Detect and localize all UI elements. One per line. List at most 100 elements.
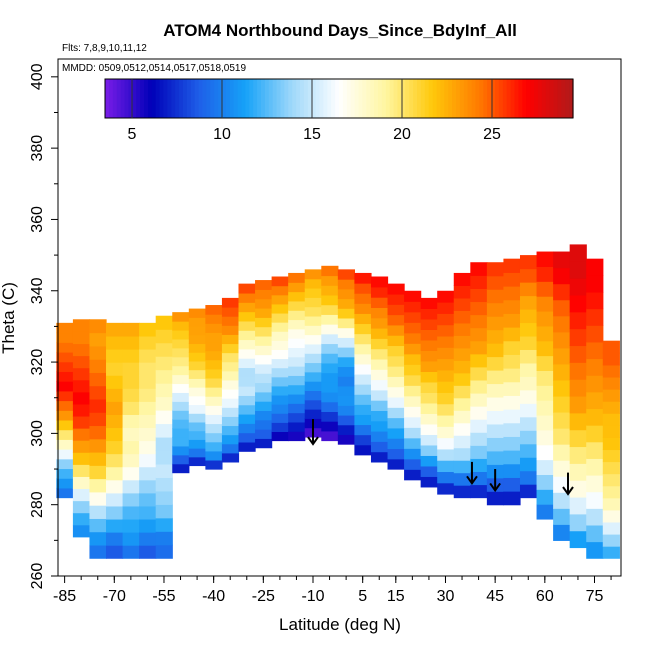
- field-cell: [486, 450, 505, 465]
- y-tick-label: 260: [29, 563, 46, 590]
- colorbar-segment: [475, 79, 480, 118]
- field-cell: [553, 508, 571, 525]
- field-cell: [453, 322, 471, 336]
- field-cell: [139, 427, 157, 442]
- field-cell: [205, 341, 223, 352]
- field-cell: [172, 445, 190, 456]
- field-cell: [321, 382, 339, 393]
- field-cell: [602, 352, 620, 366]
- colorbar-segment: [292, 79, 297, 118]
- field-cell: [420, 381, 438, 393]
- field-cell: [519, 403, 538, 418]
- field-cell: [172, 329, 190, 340]
- field-cell: [56, 371, 74, 382]
- field-cell: [321, 304, 339, 315]
- field-cell: [404, 322, 422, 334]
- field-cell: [89, 544, 107, 559]
- field-cell: [188, 308, 206, 318]
- field-cell: [122, 401, 140, 415]
- colorbar-segment: [116, 79, 122, 118]
- field-cell: [453, 310, 471, 324]
- field-cell: [387, 366, 405, 377]
- field-cell: [569, 496, 587, 515]
- field-cell: [188, 317, 206, 327]
- colorbar-segment: [335, 79, 340, 118]
- y-axis-label: Theta (C): [0, 282, 18, 354]
- field-cell: [354, 384, 372, 395]
- field-cell: [503, 450, 521, 465]
- field-cell: [106, 362, 124, 376]
- field-cell: [255, 307, 273, 318]
- field-cell: [238, 283, 256, 294]
- colorbar-segment: [202, 79, 207, 118]
- field-cell: [271, 431, 289, 442]
- field-cell: [370, 410, 389, 422]
- field-cell: [569, 395, 587, 414]
- field-cell: [486, 437, 505, 452]
- field-cell: [122, 532, 140, 546]
- field-cell: [238, 413, 256, 424]
- field-cell: [586, 458, 604, 476]
- field-cell: [602, 534, 620, 547]
- field-cell: [420, 360, 438, 372]
- field-cell: [155, 356, 173, 371]
- field-cell: [437, 381, 455, 393]
- field-cell: [321, 430, 339, 442]
- field-cell: [72, 319, 91, 332]
- field-cell: [89, 425, 107, 440]
- x-tick-label: -10: [301, 588, 324, 605]
- field-cell: [321, 401, 339, 412]
- field-cell: [586, 308, 604, 326]
- field-cell: [354, 363, 372, 375]
- plot-frame: [57, 58, 622, 577]
- field-cell: [337, 434, 355, 445]
- colorbar-segment: [498, 79, 504, 118]
- field-cell: [106, 322, 124, 337]
- field-cell: [271, 376, 289, 387]
- field-cell: [188, 439, 206, 449]
- field-cell: [404, 385, 422, 397]
- x-tick-label: -40: [202, 588, 225, 605]
- x-axis-label: Latitude (deg N): [279, 615, 401, 634]
- field-cell: [238, 311, 256, 322]
- field-cell: [569, 261, 587, 279]
- field-cell: [536, 474, 554, 490]
- colorbar-segment: [487, 79, 492, 118]
- field-cell: [486, 410, 505, 425]
- field-cell: [221, 334, 240, 345]
- y-tick-label: 360: [29, 206, 46, 233]
- field-cell: [205, 368, 223, 379]
- colorbar-segment: [331, 79, 336, 118]
- colorbar-segment: [253, 79, 258, 118]
- colorbar-segment: [366, 79, 371, 118]
- field-cell: [519, 457, 538, 472]
- y-tick-label: 300: [29, 420, 46, 447]
- field-cell: [139, 440, 157, 455]
- field-cell: [437, 369, 455, 382]
- colorbar-segment: [128, 79, 133, 118]
- field-cell: [106, 518, 124, 533]
- field-cell: [271, 358, 289, 369]
- field-cell: [453, 472, 471, 486]
- colorbar-segment: [459, 79, 465, 118]
- field-cell: [321, 343, 339, 354]
- field-cell: [536, 504, 554, 520]
- field-cell: [470, 340, 488, 355]
- field-cell: [172, 338, 190, 349]
- field-cell: [139, 492, 157, 507]
- field-cell: [288, 412, 306, 423]
- colorbar-frame: [104, 78, 574, 119]
- field-cell: [569, 294, 587, 313]
- colorbar-segment: [495, 79, 500, 118]
- field-cell: [486, 262, 505, 277]
- field-cell: [271, 331, 289, 341]
- field-cell: [404, 416, 422, 428]
- field-cell: [56, 400, 74, 411]
- colorbar-segment: [370, 79, 375, 118]
- field-cell: [238, 432, 256, 443]
- field-cell: [470, 275, 488, 289]
- field-cell: [89, 452, 107, 466]
- field-cell: [503, 286, 521, 301]
- field-cell: [221, 370, 240, 381]
- field-cell: [486, 316, 505, 331]
